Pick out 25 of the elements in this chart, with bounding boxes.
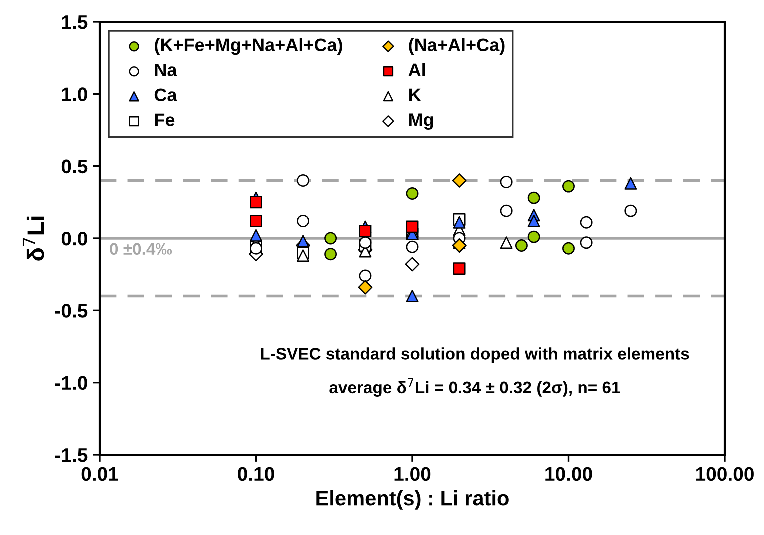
- annotation: L-SVEC standard solution doped with matrix elements: [261, 348, 690, 364]
- legend-label: (K+Fe+Mg+Na+Al+Ca): [155, 38, 342, 56]
- x-tick-label: 100.00: [696, 467, 754, 482]
- y-tick-label: 0.0: [62, 232, 88, 246]
- legend-label: Ca: [154, 88, 178, 102]
- y-tick-label: -0.5: [55, 304, 88, 318]
- x-tick-label: 10.00: [546, 467, 592, 482]
- legend-label: K: [410, 88, 422, 102]
- legend-label: Mg: [410, 114, 434, 130]
- x-tick-label: 0.10: [238, 467, 274, 482]
- x-tick-label: 0.01: [82, 467, 118, 482]
- legend-label: Na: [155, 64, 178, 77]
- legend-label: Al: [408, 63, 426, 76]
- x-tick-label: 1.00: [394, 467, 431, 482]
- y-axis-title: δ$^{7}$Li: [22, 216, 44, 261]
- annotation: average δ$^{7}$Li = 0.34 ± 0.32 (2σ), n= 61: [330, 378, 620, 397]
- x-axis-title: Element(s) : Li ratio: [316, 490, 509, 510]
- legend-label: (Na+Al+Ca): [409, 38, 505, 56]
- y-tick-label: -1.0: [55, 376, 88, 390]
- legend-label: Fe: [155, 114, 175, 126]
- y-tick-label: 0.5: [62, 160, 88, 174]
- y-tick-label: 1.0: [62, 88, 88, 102]
- ref-line-label: 0 ±0.4‰: [110, 243, 172, 256]
- y-tick-label: 1.5: [62, 16, 88, 30]
- y-tick-label: -1.5: [55, 448, 88, 462]
